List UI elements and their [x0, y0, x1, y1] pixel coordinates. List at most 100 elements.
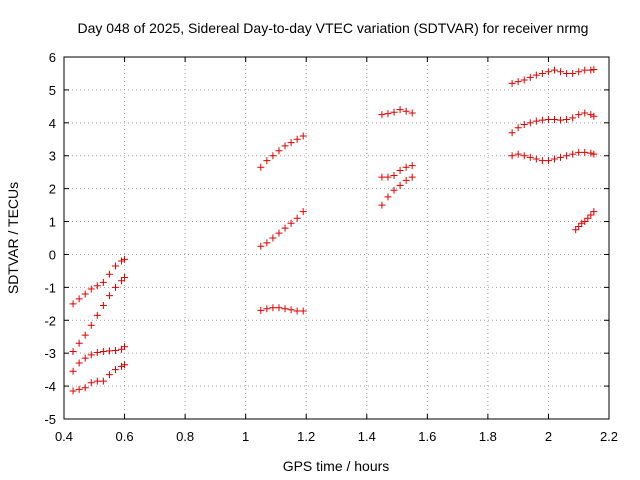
y-tick-label: 2	[49, 182, 56, 197]
data-point	[87, 321, 95, 329]
data-point	[526, 119, 534, 127]
data-point	[287, 219, 295, 227]
data-point	[526, 153, 534, 161]
x-axis-label: GPS time / hours	[283, 458, 390, 474]
data-point	[93, 311, 101, 319]
data-point	[581, 66, 589, 74]
data-point	[87, 351, 95, 359]
data-point	[538, 116, 546, 124]
data-point	[75, 359, 83, 367]
y-axis-ticks: -5 -4 -3 -2 -1 0 1 2 3 4 5 6	[44, 50, 609, 427]
data-point	[75, 295, 83, 303]
data-point	[581, 218, 589, 226]
data-point	[121, 361, 129, 369]
data-point	[275, 304, 283, 312]
data-point	[299, 307, 307, 315]
data-point	[390, 108, 398, 116]
data-point	[538, 157, 546, 165]
data-point	[569, 150, 577, 158]
data-point	[69, 300, 77, 308]
data-point	[93, 377, 101, 385]
plot-frame	[63, 56, 610, 420]
data-point	[69, 367, 77, 375]
data-point	[299, 132, 307, 140]
data-point	[69, 348, 77, 356]
data-point	[275, 147, 283, 155]
data-point	[590, 112, 598, 120]
data-point	[257, 163, 265, 171]
series-arc4	[69, 361, 129, 395]
data-point	[293, 214, 301, 222]
y-axis-label: SDTVAR / TECUs	[5, 182, 21, 294]
data-point	[281, 224, 289, 232]
data-point	[590, 66, 598, 74]
series-arc13	[508, 148, 598, 165]
y-tick-label: -4	[44, 379, 56, 394]
data-point	[402, 176, 410, 184]
y-tick-label: 3	[49, 149, 56, 164]
data-point	[384, 110, 392, 118]
series-arc7	[257, 304, 307, 315]
data-point	[402, 107, 410, 115]
y-tick-label: 5	[49, 83, 56, 98]
data-point	[378, 111, 386, 119]
data-point	[105, 371, 113, 379]
data-point	[121, 343, 129, 351]
data-point	[402, 163, 410, 171]
data-point	[293, 135, 301, 143]
data-point	[563, 152, 571, 160]
y-tick-label: 1	[49, 215, 56, 230]
data-point	[87, 379, 95, 387]
data-point	[275, 229, 283, 237]
x-tick-label: 1	[242, 429, 249, 444]
data-point	[569, 69, 577, 77]
series-arc10	[378, 173, 416, 209]
data-point	[575, 148, 583, 156]
data-point	[569, 114, 577, 122]
data-point	[299, 208, 307, 216]
data-point	[520, 120, 528, 128]
x-tick-label: 1.8	[479, 429, 497, 444]
data-point	[390, 171, 398, 179]
data-point	[526, 73, 534, 81]
data-point	[587, 111, 595, 119]
data-point	[93, 349, 101, 357]
data-point	[99, 278, 107, 286]
data-point	[87, 285, 95, 293]
data-point	[118, 362, 126, 370]
data-point	[514, 150, 522, 158]
data-point	[81, 384, 89, 392]
y-tick-label: -5	[44, 412, 56, 427]
data-point	[75, 385, 83, 393]
data-point	[118, 277, 126, 285]
data-point	[551, 155, 558, 163]
x-axis-ticks: 0.4 0.6 0.8 1 1.2 1.4 1.6 1.8 2 2.2	[55, 57, 618, 444]
data-point	[81, 331, 89, 339]
x-tick-label: 0.8	[176, 429, 194, 444]
data-point	[508, 129, 516, 137]
data-point	[118, 257, 126, 265]
data-point	[514, 78, 522, 86]
data-point	[587, 66, 595, 74]
data-point	[293, 307, 301, 315]
x-tick-label: 1.4	[358, 429, 376, 444]
data-point	[105, 270, 113, 278]
data-point	[105, 347, 113, 355]
data-point	[396, 181, 404, 189]
data-point	[281, 305, 289, 313]
data-point	[111, 366, 119, 374]
data-point	[508, 152, 516, 160]
data-point	[378, 201, 386, 209]
data-point	[263, 305, 271, 313]
series-arc9	[378, 162, 416, 181]
data-point	[75, 339, 83, 347]
data-point	[520, 152, 528, 160]
data-point	[105, 292, 113, 300]
data-point	[111, 262, 119, 270]
data-point	[532, 71, 540, 79]
y-tick-label: 4	[49, 116, 56, 131]
series-arc8	[378, 106, 416, 119]
data-point	[584, 214, 592, 222]
data-point	[581, 109, 589, 117]
